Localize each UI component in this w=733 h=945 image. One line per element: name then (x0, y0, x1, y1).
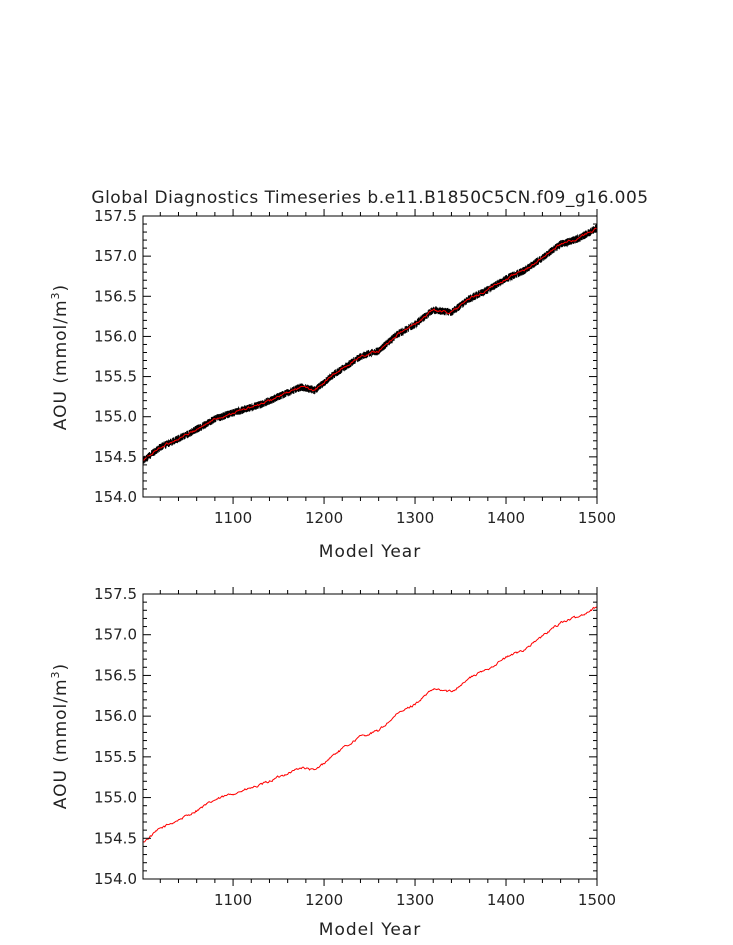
y-tick-label: 156.5 (94, 287, 137, 305)
y-axis-title: AOU (mmol/m3) (49, 284, 71, 430)
x-tick-label: 1400 (487, 509, 525, 527)
y-tick-label: 156.5 (94, 666, 137, 684)
series-layer (142, 606, 598, 843)
y-tick-label: 157.0 (94, 626, 137, 644)
x-tick-label: 1500 (578, 509, 616, 527)
y-tick-label: 155.0 (94, 408, 137, 426)
x-tick-label: 1500 (578, 891, 616, 909)
x-tick-label: 1300 (396, 891, 434, 909)
series-line-annual-mean (142, 606, 598, 843)
series-line-monthly (142, 224, 598, 464)
chart-title: Global Diagnostics Timeseries b.e11.B185… (91, 188, 648, 208)
x-axis-ticks: 1100 1200 1300 1400 1500 (159, 209, 616, 527)
y-axis-title: AOU (mmol/m3) (49, 663, 71, 809)
top-chart: Global Diagnostics Timeseries b.e11.B185… (49, 188, 648, 562)
x-tick-label: 1100 (214, 509, 252, 527)
y-tick-label: 157.0 (94, 247, 137, 265)
x-axis-title: Model Year (319, 542, 421, 562)
x-tick-label: 1100 (214, 891, 252, 909)
bottom-chart: 154.0 154.5 155.0 155.5 156.0 156.5 157.0 157.5… (49, 585, 616, 940)
y-tick-label: 157.5 (94, 585, 137, 603)
x-axis-title: Model Year (319, 920, 421, 940)
series-line-annual-mean (142, 227, 598, 461)
x-tick-label: 1400 (487, 891, 525, 909)
y-tick-label: 157.5 (94, 207, 137, 225)
y-tick-label: 154.5 (94, 829, 137, 847)
plot-frame (142, 215, 598, 498)
y-tick-label: 156.0 (94, 707, 137, 725)
x-tick-label: 1200 (305, 891, 343, 909)
y-tick-label: 155.5 (94, 368, 137, 386)
y-tick-label: 154.5 (94, 448, 137, 466)
y-axis-ticks: 154.0 154.5 155.0 155.5 156.0 156.5 157.0 157.5 (94, 585, 597, 888)
series-layer (142, 224, 598, 464)
x-tick-label: 1200 (305, 509, 343, 527)
y-tick-label: 154.0 (94, 870, 137, 888)
y-tick-label: 155.5 (94, 748, 137, 766)
plot-frame (142, 593, 598, 880)
x-axis-ticks: 1100 1200 1300 1400 1500 (159, 587, 616, 909)
x-tick-label: 1300 (396, 509, 434, 527)
y-axis-ticks: 154.0 154.5 155.0 155.5 156.0 156.5 157.0 157.5 (94, 207, 597, 506)
y-tick-label: 154.0 (94, 488, 137, 506)
y-tick-label: 155.0 (94, 789, 137, 807)
y-tick-label: 156.0 (94, 327, 137, 345)
